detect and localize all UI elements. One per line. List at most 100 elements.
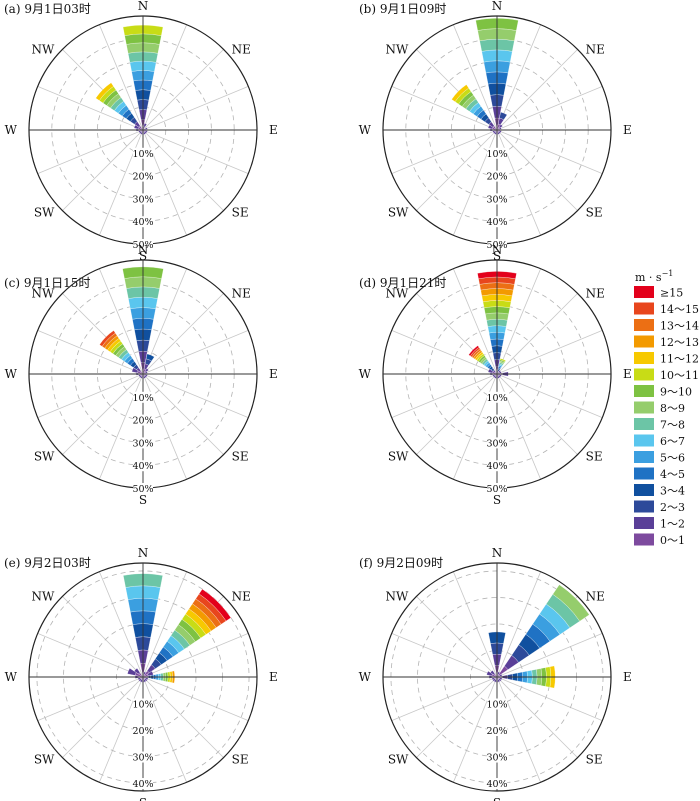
ring-label: 20% <box>486 726 507 737</box>
direction-label: SE <box>586 206 603 220</box>
ring-label: 20% <box>486 416 507 427</box>
spoke-line <box>142 129 187 236</box>
spoke-line <box>496 129 578 211</box>
spoke-line <box>37 129 144 174</box>
sector <box>496 124 503 131</box>
ring-label-bg <box>487 193 507 205</box>
legend-swatch <box>634 484 654 496</box>
spoke-line <box>453 24 498 131</box>
legend-label: 0～1 <box>660 534 685 547</box>
spoke-line <box>496 633 603 678</box>
legend-item: 2～3 <box>634 500 685 514</box>
wind-rose-panel: (e) 9月2日03时 10% 20% 30% 40% N NE E SE S SW W NW <box>4 546 278 801</box>
legend-label: 13～14 <box>660 320 699 333</box>
direction-label: W <box>359 123 372 137</box>
ring-label-bg <box>487 698 507 710</box>
legend-item: ≥15 <box>634 286 683 300</box>
direction-label: E <box>269 123 278 137</box>
spoke-line <box>142 373 187 480</box>
legend-item: 0～1 <box>634 533 685 547</box>
legend-swatch <box>634 319 654 331</box>
sector <box>496 358 507 375</box>
spoke-line <box>496 330 603 375</box>
spoke-line <box>391 330 498 375</box>
direction-label: SW <box>388 450 409 464</box>
sector-segment <box>490 670 495 675</box>
legend-item: 5～6 <box>634 451 685 465</box>
direction-label: W <box>5 123 18 137</box>
ring-label-bg <box>487 483 507 494</box>
spoke-line <box>391 373 498 418</box>
sector-segment <box>468 345 480 357</box>
ring-label: 50% <box>132 240 153 251</box>
ring-label: 10% <box>132 393 153 404</box>
direction-label: NE <box>232 42 251 56</box>
ring-label: 10% <box>132 149 153 160</box>
spoke-line <box>142 293 224 375</box>
spoke-line <box>37 330 144 375</box>
sector-segment <box>134 668 141 675</box>
spoke-line <box>496 676 541 783</box>
legend-item: 14～15 <box>634 302 699 316</box>
direction-label: S <box>493 249 501 263</box>
direction-label: E <box>623 367 632 381</box>
spoke-line <box>496 293 578 375</box>
ring-label: 30% <box>486 753 507 764</box>
ring-label-bg <box>487 216 507 228</box>
spoke-line <box>37 373 144 418</box>
spoke-line <box>37 633 144 678</box>
direction-label: W <box>359 367 372 381</box>
ring-label-bg <box>487 725 507 737</box>
direction-label: SW <box>34 450 55 464</box>
ring-label: 30% <box>132 194 153 205</box>
spoke-line <box>142 129 224 211</box>
legend-label: 3～4 <box>660 485 685 498</box>
ring-label-bg <box>133 698 153 710</box>
legend-title: m · s−1 <box>635 269 673 284</box>
ring-label: 50% <box>486 484 507 495</box>
spoke-line <box>62 676 144 758</box>
legend-label: ≥15 <box>660 287 683 300</box>
legend-item: 10～11 <box>634 368 699 382</box>
direction-label: W <box>359 670 372 684</box>
legend-swatch <box>634 352 654 364</box>
direction-label: E <box>269 670 278 684</box>
spoke-line <box>416 129 498 211</box>
ring-label-bg <box>487 239 507 250</box>
spoke-line <box>391 676 498 721</box>
direction-label: SW <box>388 206 409 220</box>
panels-layer: (a) 9月1日03时10%20%30%40%50%NNEESESSWWNW(b… <box>4 0 632 801</box>
spoke-line <box>99 129 144 236</box>
legend-item: 9～10 <box>634 385 692 399</box>
direction-label: W <box>5 367 18 381</box>
spoke-line <box>416 596 498 678</box>
direction-label: N <box>492 243 503 257</box>
ring-label: 40% <box>486 461 507 472</box>
ring-label-bg <box>133 725 153 737</box>
direction-label: NE <box>232 286 251 300</box>
direction-label: NW <box>32 286 56 300</box>
legend-label: 10～11 <box>660 369 699 382</box>
spoke-line <box>99 268 144 375</box>
spoke-line <box>142 633 249 678</box>
sector <box>142 588 232 678</box>
spoke-line <box>453 571 498 678</box>
legend-label: 4～5 <box>660 468 685 481</box>
sector <box>142 123 147 131</box>
spoke-line <box>496 676 603 721</box>
ring-label: 20% <box>132 172 153 183</box>
sector <box>496 584 590 678</box>
sector-segment <box>486 670 493 677</box>
sector-segment <box>127 668 137 676</box>
direction-label: N <box>138 243 149 257</box>
legend-swatch <box>634 467 654 480</box>
spoke-line <box>496 373 541 480</box>
ring-label: 20% <box>486 172 507 183</box>
legend-swatch <box>634 434 654 447</box>
legend-swatch <box>634 517 654 529</box>
direction-label: SE <box>232 450 249 464</box>
ring-label-bg <box>133 391 153 403</box>
spoke-line <box>391 633 498 678</box>
spoke-line <box>142 330 249 375</box>
